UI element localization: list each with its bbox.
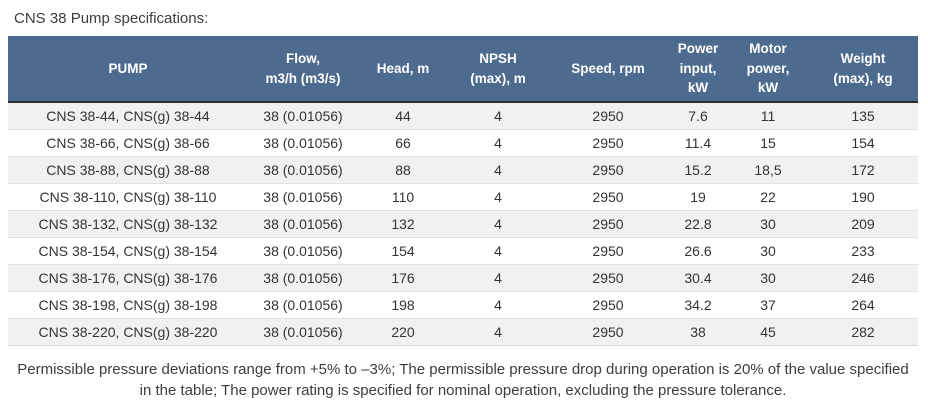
cell-head: 132 — [358, 209, 448, 237]
cell-npsh: 4 — [448, 290, 548, 318]
column-header-weight: Weight (max), kg — [808, 36, 918, 103]
cell-head: 88 — [358, 155, 448, 183]
table-row: CNS 38-198, CNS(g) 38-198 38 (0.01056) 198… — [8, 290, 918, 318]
table-row: CNS 38-132, CNS(g) 38-132 38 (0.01056) 132… — [8, 209, 918, 237]
cell-weight: 190 — [808, 182, 918, 210]
cell-power-input: 30.4 — [668, 263, 728, 291]
column-header-power-input: Power input, kW — [668, 36, 728, 103]
cell-pump: CNS 38-110, CNS(g) 38-110 — [8, 182, 248, 210]
cell-speed: 2950 — [592, 107, 624, 124]
table-row: CNS 38-154, CNS(g) 38-154 38 (0.01056) 154… — [8, 236, 918, 264]
cell-npsh: 4 — [448, 317, 548, 345]
cell-power-input: 7.6 — [688, 107, 708, 124]
cell-motor-power: 22 — [728, 182, 808, 210]
cell-weight: 264 — [808, 290, 918, 318]
cell-flow: 38 (0.01056) — [248, 182, 358, 210]
cell-motor-power: 30 — [728, 209, 808, 237]
header-row: PUMP Flow, m3/h (m3/s) Head, m NPSH (max), … — [8, 36, 918, 103]
column-header-motor-power: Motor power, kW — [728, 36, 808, 103]
cell-weight: 209 — [808, 209, 918, 237]
cell-speed: 2950 — [548, 290, 668, 318]
cell-head: 198 — [358, 290, 448, 318]
cell-speed: 2950 — [548, 236, 668, 264]
cell-motor-power: 37 — [728, 290, 808, 318]
cell-pump: CNS 38-132, CNS(g) 38-132 — [8, 209, 248, 237]
cell-npsh: 4 — [448, 182, 548, 210]
cell-npsh: 4 — [448, 236, 548, 264]
cell-flow: 38 (0.01056) — [248, 155, 358, 183]
table-row: CNS 38-66, CNS(g) 38-66 38 (0.01056) 66 4 29… — [8, 128, 918, 156]
column-header-head: Head, m — [358, 36, 448, 103]
cell-pump: CNS 38-198, CNS(g) 38-198 — [8, 290, 248, 318]
cell-power-input: 22.8 — [668, 209, 728, 237]
cell-flow: 38 (0.01056) — [248, 263, 358, 291]
cell-power-input: 38 — [668, 317, 728, 345]
cell-power-input: 26.6 — [668, 236, 728, 264]
cell-npsh: 4 — [494, 107, 502, 124]
cell-motor-power: 30 — [728, 236, 808, 264]
cell-motor-power: 18,5 — [728, 155, 808, 183]
cell-power-input: 19 — [668, 182, 728, 210]
cell-flow: 38 (0.01056) — [248, 317, 358, 345]
cell-head: 66 — [358, 128, 448, 156]
cell-npsh: 4 — [448, 155, 548, 183]
cell-pump: CNS 38-88, CNS(g) 38-88 — [8, 155, 248, 183]
table-row: CNS 38-176, CNS(g) 38-176 38 (0.01056) 176… — [8, 263, 918, 291]
cell-speed: 2950 — [548, 155, 668, 183]
cell-weight: 282 — [808, 317, 918, 345]
cell-head: 220 — [358, 317, 448, 345]
cell-flow: 38 (0.01056) — [248, 128, 358, 156]
cell-pump: CNS 38-44, CNS(g) 38-44 — [46, 107, 210, 124]
table-row: CNS 38-110, CNS(g) 38-110 38 (0.01056) 110… — [8, 182, 918, 210]
cell-motor-power: 11 — [760, 107, 776, 124]
cell-speed: 2950 — [548, 263, 668, 291]
cell-power-input: 34.2 — [668, 290, 728, 318]
column-header-flow: Flow, m3/h (m3/s) — [248, 36, 358, 103]
cell-speed: 2950 — [548, 209, 668, 237]
table-row: CNS 38-44, CNS(g) 38-44 38 (0.01056) 44 4 29… — [8, 102, 918, 129]
cell-pump: CNS 38-154, CNS(g) 38-154 — [8, 236, 248, 264]
cell-speed: 2950 — [548, 317, 668, 345]
cell-head: 110 — [358, 182, 448, 210]
page: CNS 38 Pump specifications: PUMP Flow, m3… — [8, 10, 918, 399]
page-title: CNS 38 Pump specifications: — [14, 10, 209, 27]
cell-speed: 2950 — [548, 182, 668, 210]
cell-power-input: 11.4 — [668, 128, 728, 156]
cell-speed: 2950 — [548, 128, 668, 156]
table-body: CNS 38-44, CNS(g) 38-44 38 (0.01056) 44 4 29… — [8, 102, 918, 345]
table-row: CNS 38-88, CNS(g) 38-88 38 (0.01056) 88 4 29… — [8, 155, 918, 183]
cell-head: 154 — [358, 236, 448, 264]
table-header: PUMP Flow, m3/h (m3/s) Head, m NPSH (max), … — [8, 36, 918, 103]
cell-pump: CNS 38-176, CNS(g) 38-176 — [8, 263, 248, 291]
table-row: CNS 38-220, CNS(g) 38-220 38 (0.01056) 220… — [8, 317, 918, 345]
cell-flow: 38 (0.01056) — [248, 290, 358, 318]
column-header-npsh: NPSH (max), m — [448, 36, 548, 103]
cell-flow: 38 (0.01056) — [248, 236, 358, 264]
cell-pump: CNS 38-66, CNS(g) 38-66 — [8, 128, 248, 156]
cell-weight: 246 — [808, 263, 918, 291]
cell-head: 176 — [358, 263, 448, 291]
cell-npsh: 4 — [448, 209, 548, 237]
cell-motor-power: 15 — [728, 128, 808, 156]
pump-spec-table: PUMP Flow, m3/h (m3/s) Head, m NPSH (max), … — [8, 36, 918, 346]
footnote: Permissible pressure deviations range fr… — [17, 360, 909, 399]
cell-flow: 38 (0.01056) — [263, 107, 343, 124]
cell-pump: CNS 38-220, CNS(g) 38-220 — [8, 317, 248, 345]
cell-weight: 135 — [851, 107, 875, 124]
cell-head: 44 — [395, 107, 411, 124]
cell-npsh: 4 — [448, 128, 548, 156]
cell-flow: 38 (0.01056) — [248, 209, 358, 237]
column-header-pump: PUMP — [8, 36, 248, 103]
cell-weight: 154 — [808, 128, 918, 156]
cell-npsh: 4 — [448, 263, 548, 291]
cell-weight: 172 — [808, 155, 918, 183]
cell-motor-power: 30 — [728, 263, 808, 291]
cell-weight: 233 — [808, 236, 918, 264]
cell-motor-power: 45 — [728, 317, 808, 345]
column-header-speed: Speed, rpm — [548, 36, 668, 103]
cell-power-input: 15.2 — [668, 155, 728, 183]
